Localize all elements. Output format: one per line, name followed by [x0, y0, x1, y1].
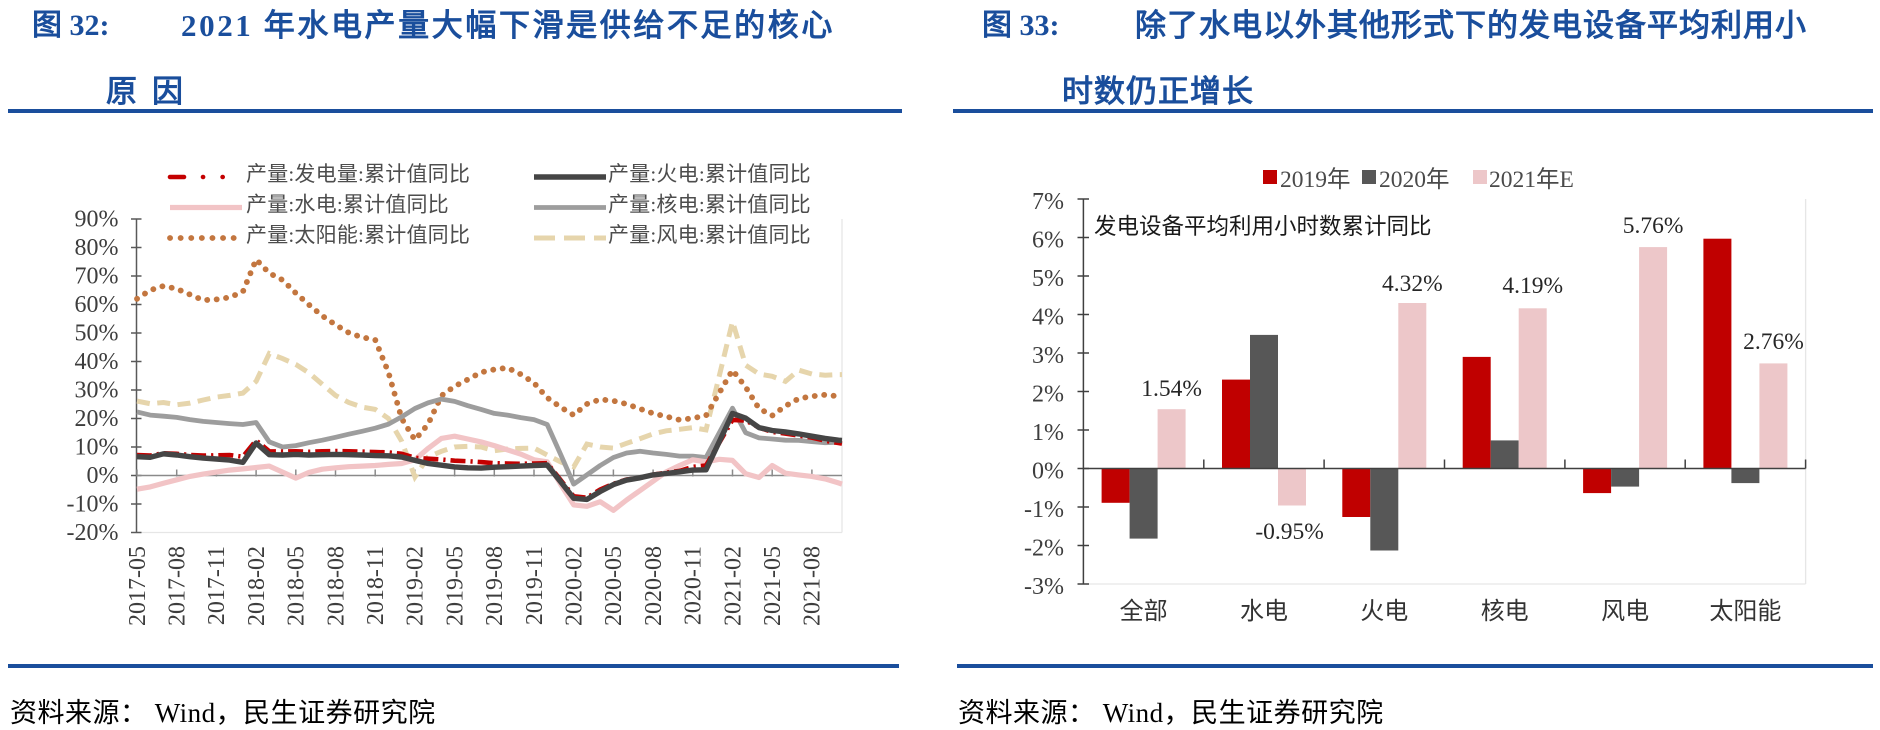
svg-text:1%: 1% — [1032, 420, 1064, 446]
svg-text:产量:水电:累计值同比: 产量:水电:累计值同比 — [246, 193, 449, 217]
svg-text:4.32%: 4.32% — [1382, 271, 1443, 297]
svg-text:2019-02: 2019-02 — [403, 546, 429, 626]
svg-text:2019-11: 2019-11 — [522, 546, 548, 625]
svg-text:70%: 70% — [75, 264, 119, 290]
svg-text:发电设备平均利用小时数累计同比: 发电设备平均利用小时数累计同比 — [1094, 214, 1432, 239]
svg-text:50%: 50% — [75, 321, 119, 347]
svg-text:2017-11: 2017-11 — [204, 546, 230, 625]
svg-text:风电: 风电 — [1601, 598, 1649, 625]
svg-text:-20%: -20% — [67, 520, 119, 546]
svg-text:2019-08: 2019-08 — [482, 546, 508, 626]
svg-text:火电: 火电 — [1360, 598, 1408, 625]
svg-text:6%: 6% — [1032, 228, 1064, 254]
svg-text:30%: 30% — [75, 378, 119, 404]
svg-text:2020-02: 2020-02 — [562, 546, 588, 626]
svg-text:2018-08: 2018-08 — [323, 546, 349, 626]
svg-text:5.76%: 5.76% — [1623, 213, 1684, 239]
svg-text:-2%: -2% — [1024, 536, 1064, 562]
svg-text:2021-08: 2021-08 — [800, 546, 826, 626]
svg-text:2018-11: 2018-11 — [363, 546, 389, 625]
svg-text:2017-08: 2017-08 — [165, 546, 191, 626]
svg-text:2%: 2% — [1032, 382, 1064, 408]
svg-text:2021年E: 2021年E — [1489, 166, 1574, 193]
svg-text:0%: 0% — [1032, 459, 1064, 485]
svg-text:太阳能: 太阳能 — [1709, 598, 1781, 625]
svg-text:4.19%: 4.19% — [1502, 273, 1563, 299]
svg-text:2019-05: 2019-05 — [442, 546, 468, 626]
svg-text:2021-02: 2021-02 — [720, 546, 746, 626]
svg-text:3%: 3% — [1032, 343, 1064, 369]
svg-text:-10%: -10% — [67, 492, 119, 518]
svg-text:产量:核电:累计值同比: 产量:核电:累计值同比 — [608, 193, 811, 217]
svg-text:-0.95%: -0.95% — [1255, 519, 1324, 545]
svg-text:-1%: -1% — [1024, 497, 1064, 523]
svg-text:2.76%: 2.76% — [1743, 329, 1804, 355]
svg-text:2018-05: 2018-05 — [284, 546, 310, 626]
svg-text:0%: 0% — [87, 463, 119, 489]
svg-text:2017-05: 2017-05 — [125, 546, 151, 626]
svg-text:产量:太阳能:累计值同比: 产量:太阳能:累计值同比 — [246, 223, 470, 247]
svg-text:核电: 核电 — [1481, 598, 1529, 625]
svg-text:10%: 10% — [75, 435, 119, 461]
svg-text:7%: 7% — [1032, 189, 1064, 215]
svg-text:水电: 水电 — [1240, 598, 1288, 625]
svg-text:产量:发电量:累计值同比: 产量:发电量:累计值同比 — [246, 162, 470, 186]
svg-text:2021-05: 2021-05 — [760, 546, 786, 626]
svg-text:5%: 5% — [1032, 266, 1064, 292]
svg-text:80%: 80% — [75, 235, 119, 261]
svg-text:全部: 全部 — [1120, 598, 1168, 625]
svg-text:2020年: 2020年 — [1379, 166, 1450, 193]
svg-text:2020-11: 2020-11 — [681, 546, 707, 625]
svg-text:60%: 60% — [75, 292, 119, 318]
svg-text:40%: 40% — [75, 349, 119, 375]
svg-text:20%: 20% — [75, 406, 119, 432]
svg-text:产量:火电:累计值同比: 产量:火电:累计值同比 — [608, 162, 811, 186]
svg-text:2020-08: 2020-08 — [641, 546, 667, 626]
svg-text:2020-05: 2020-05 — [601, 546, 627, 626]
svg-text:90%: 90% — [75, 207, 119, 233]
svg-text:-3%: -3% — [1024, 574, 1064, 600]
svg-text:2018-02: 2018-02 — [244, 546, 270, 626]
svg-text:产量:风电:累计值同比: 产量:风电:累计值同比 — [608, 223, 811, 247]
svg-text:2019年: 2019年 — [1280, 166, 1351, 193]
svg-text:1.54%: 1.54% — [1141, 376, 1202, 402]
svg-text:4%: 4% — [1032, 305, 1064, 331]
